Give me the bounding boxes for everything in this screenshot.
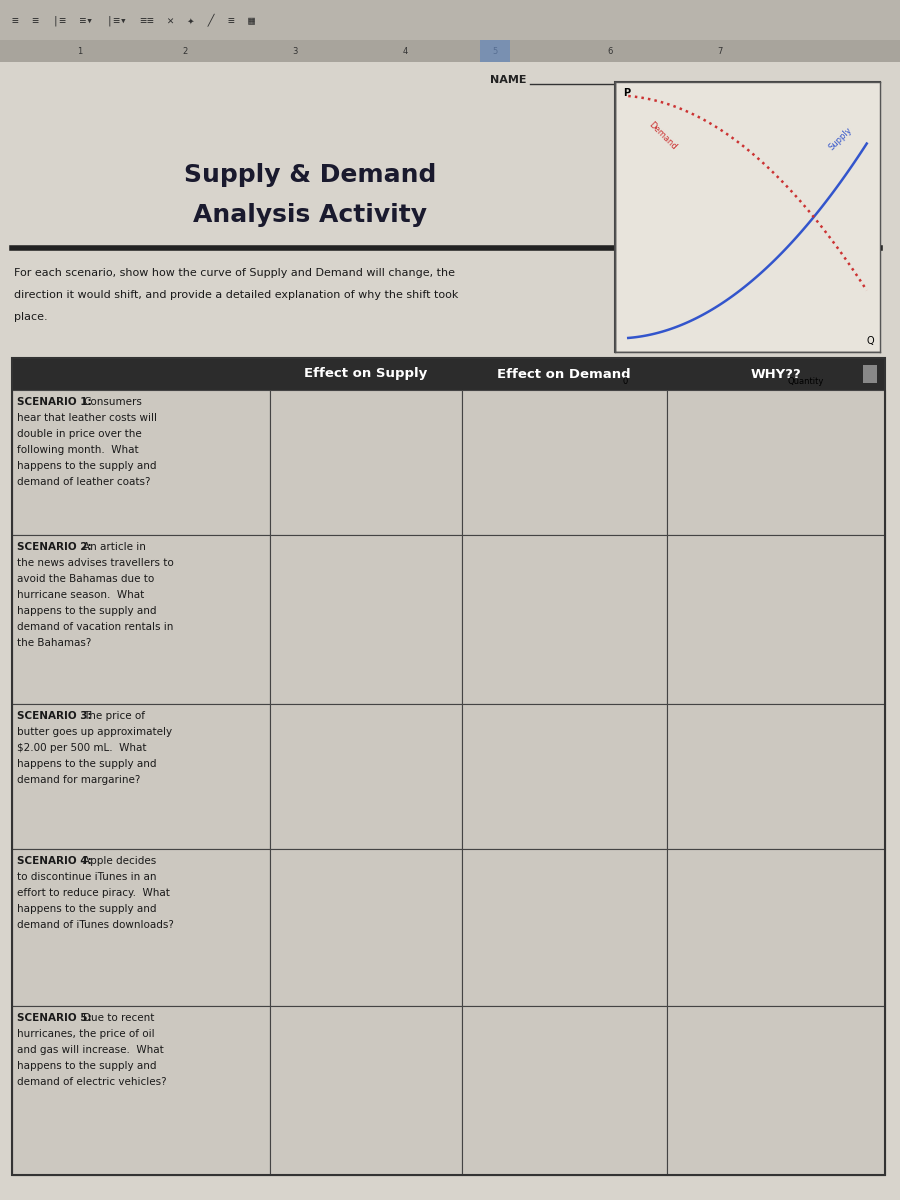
Text: demand of iTunes downloads?: demand of iTunes downloads? bbox=[17, 920, 174, 930]
Bar bbox=[12, 850, 269, 1007]
Bar bbox=[667, 1007, 885, 1175]
Bar bbox=[462, 1007, 667, 1175]
Bar bbox=[615, 82, 880, 352]
Text: WHY??: WHY?? bbox=[751, 367, 801, 380]
Bar bbox=[0, 40, 900, 62]
Bar bbox=[667, 390, 885, 535]
Text: happens to the supply and: happens to the supply and bbox=[17, 1061, 157, 1072]
Bar bbox=[12, 358, 885, 1175]
Text: Demand: Demand bbox=[647, 120, 679, 151]
Text: happens to the supply and: happens to the supply and bbox=[17, 606, 157, 617]
Text: demand of vacation rentals in: demand of vacation rentals in bbox=[17, 623, 174, 632]
Text: SCENARIO 1:: SCENARIO 1: bbox=[17, 397, 95, 407]
Bar bbox=[269, 850, 462, 1007]
Bar bbox=[269, 1007, 462, 1175]
Text: Supply & Demand: Supply & Demand bbox=[184, 163, 436, 187]
Text: Effect on Supply: Effect on Supply bbox=[304, 367, 428, 380]
Bar bbox=[0, 0, 900, 40]
Text: NAME: NAME bbox=[490, 74, 526, 85]
Text: Q: Q bbox=[867, 336, 875, 346]
Bar bbox=[667, 535, 885, 704]
Text: 5: 5 bbox=[492, 47, 498, 55]
Text: hurricane season.  What: hurricane season. What bbox=[17, 590, 144, 600]
Text: $2.00 per 500 mL.  What: $2.00 per 500 mL. What bbox=[17, 743, 147, 754]
Bar bbox=[12, 390, 269, 535]
Bar bbox=[462, 390, 667, 535]
Text: effort to reduce piracy.  What: effort to reduce piracy. What bbox=[17, 888, 170, 899]
Bar bbox=[269, 535, 462, 704]
Text: the Bahamas?: the Bahamas? bbox=[17, 638, 92, 648]
Text: happens to the supply and: happens to the supply and bbox=[17, 758, 157, 769]
Text: Due to recent: Due to recent bbox=[83, 1013, 155, 1024]
Bar bbox=[480, 40, 510, 62]
Text: An article in: An article in bbox=[83, 542, 146, 552]
Text: butter goes up approximately: butter goes up approximately bbox=[17, 727, 172, 737]
Text: demand for margarine?: demand for margarine? bbox=[17, 775, 140, 785]
Text: Consumers: Consumers bbox=[83, 397, 142, 407]
Text: ≡  ≡  |≡  ≡▾  |≡▾  ≡≡  ✕  ✦  ╱  ≡  ▦: ≡ ≡ |≡ ≡▾ |≡▾ ≡≡ ✕ ✦ ╱ ≡ ▦ bbox=[12, 13, 255, 26]
Text: hurricanes, the price of oil: hurricanes, the price of oil bbox=[17, 1030, 155, 1039]
Text: The price of: The price of bbox=[83, 710, 145, 721]
Text: demand of leather coats?: demand of leather coats? bbox=[17, 476, 150, 487]
Bar bbox=[12, 704, 269, 850]
Text: to discontinue iTunes in an: to discontinue iTunes in an bbox=[17, 872, 157, 882]
Text: SCENARIO 4:: SCENARIO 4: bbox=[17, 857, 95, 866]
Text: 6: 6 bbox=[608, 47, 613, 55]
Text: and gas will increase.  What: and gas will increase. What bbox=[17, 1045, 164, 1055]
Text: SCENARIO 2:: SCENARIO 2: bbox=[17, 542, 95, 552]
Bar bbox=[462, 850, 667, 1007]
Bar bbox=[269, 704, 462, 850]
Text: Apple decides: Apple decides bbox=[83, 857, 157, 866]
Text: place.: place. bbox=[14, 312, 48, 322]
Bar bbox=[667, 850, 885, 1007]
Bar bbox=[462, 704, 667, 850]
Text: happens to the supply and: happens to the supply and bbox=[17, 461, 157, 470]
Text: Effect on Demand: Effect on Demand bbox=[498, 367, 631, 380]
Text: P: P bbox=[623, 88, 630, 97]
Text: double in price over the: double in price over the bbox=[17, 428, 142, 439]
Text: demand of electric vehicles?: demand of electric vehicles? bbox=[17, 1078, 166, 1087]
Bar bbox=[12, 1007, 269, 1175]
Bar bbox=[12, 535, 269, 704]
Text: For each scenario, show how the curve of Supply and Demand will change, the: For each scenario, show how the curve of… bbox=[14, 268, 455, 278]
Text: Supply: Supply bbox=[827, 125, 854, 151]
Text: direction it would shift, and provide a detailed explanation of why the shift to: direction it would shift, and provide a … bbox=[14, 290, 458, 300]
Bar bbox=[667, 704, 885, 850]
Text: happens to the supply and: happens to the supply and bbox=[17, 905, 157, 914]
Text: Quantity: Quantity bbox=[788, 377, 824, 386]
Text: SCENARIO 3:: SCENARIO 3: bbox=[17, 710, 95, 721]
Bar bbox=[12, 358, 885, 390]
Text: 4: 4 bbox=[402, 47, 408, 55]
Text: SCENARIO 5:: SCENARIO 5: bbox=[17, 1013, 95, 1024]
Text: 2: 2 bbox=[183, 47, 187, 55]
Text: the news advises travellers to: the news advises travellers to bbox=[17, 558, 174, 569]
Text: following month.  What: following month. What bbox=[17, 445, 139, 455]
Bar bbox=[863, 365, 877, 383]
Text: 7: 7 bbox=[717, 47, 723, 55]
Bar bbox=[269, 390, 462, 535]
Bar bbox=[462, 535, 667, 704]
Text: 0: 0 bbox=[623, 377, 628, 386]
Text: avoid the Bahamas due to: avoid the Bahamas due to bbox=[17, 575, 154, 584]
Text: hear that leather costs will: hear that leather costs will bbox=[17, 413, 157, 422]
Text: Analysis Activity: Analysis Activity bbox=[193, 203, 427, 227]
Text: 1: 1 bbox=[77, 47, 83, 55]
Text: 3: 3 bbox=[292, 47, 298, 55]
